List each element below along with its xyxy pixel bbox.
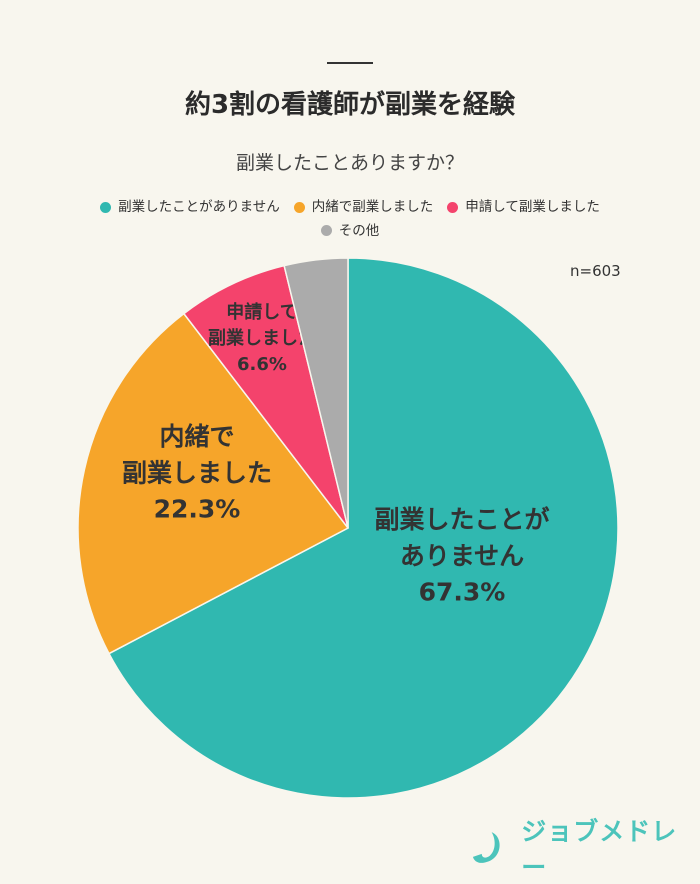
legend-label: 申請して副業しました — [465, 199, 600, 215]
legend-item: 副業したことがありません — [100, 196, 280, 218]
legend-label: 副業したことがありません — [118, 199, 280, 215]
pie-slice — [107, 257, 619, 799]
slice-category-label: 申請して — [226, 301, 297, 323]
slice-percent-label: 6.6% — [237, 354, 287, 375]
legend-swatch — [100, 201, 112, 213]
legend-item: 申請して副業しました — [447, 196, 600, 218]
title-rule — [327, 62, 373, 64]
logo-text: ジョブメドレー — [521, 817, 678, 882]
slice-category-label: 副業しました — [208, 327, 316, 349]
pie-slice — [182, 264, 349, 529]
legend-item: その他 — [320, 220, 380, 242]
chart-title: 副業したことありますか？ — [235, 152, 464, 174]
legend-label: その他 — [338, 222, 380, 239]
legend-item: 内緒で副業しました — [293, 196, 434, 218]
pie-slice — [283, 257, 349, 529]
legend: 副業したことがありません 内緒で副業しました 申請して副業しましたその他 — [30, 196, 670, 243]
slice-category-label: ありません — [400, 541, 524, 570]
legend-swatch — [293, 201, 305, 213]
slice-category-label: 内緒で — [159, 422, 234, 451]
pie-slice — [77, 312, 350, 655]
logo: ジョブメドレー — [470, 812, 700, 884]
slice-category-label: 副業しました — [122, 458, 272, 487]
legend-swatch — [447, 201, 459, 213]
sample-size: n=603 — [570, 262, 621, 280]
logo-icon — [472, 832, 500, 863]
slice-category-label: 副業したことが — [374, 505, 549, 534]
slice-percent-label: 22.3% — [154, 495, 241, 524]
legend-label: 内緒で副業しました — [311, 199, 434, 215]
page-title: 約3割の看護師が副業を経験 — [184, 90, 516, 120]
pie-chart: 副業したことがありません67.3%内緒で副業しました22.3%申請して副業しまし… — [77, 257, 619, 799]
legend-swatch — [320, 225, 332, 236]
slice-percent-label: 67.3% — [419, 578, 506, 607]
